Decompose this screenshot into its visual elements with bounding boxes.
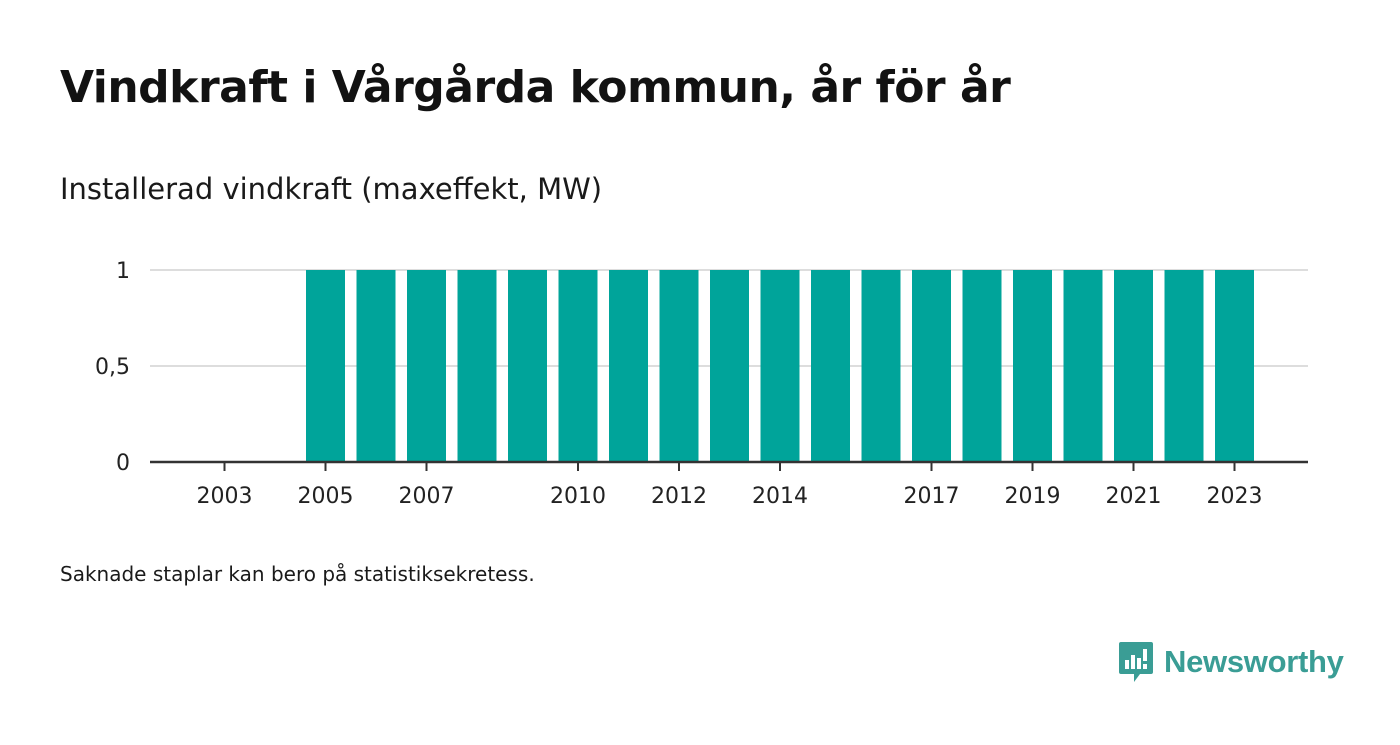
bar-2022 xyxy=(1164,270,1204,462)
bar-2012 xyxy=(659,270,699,462)
x-tick-label: 2012 xyxy=(651,484,707,509)
x-tick-label: 2021 xyxy=(1106,484,1162,509)
bar-chart-speech-bubble-icon xyxy=(1119,642,1153,682)
brand-logo: Newsworthy xyxy=(1118,640,1344,684)
bar-2007 xyxy=(407,270,446,462)
bar-2020 xyxy=(1063,270,1103,462)
bar-2006 xyxy=(356,270,396,462)
y-tick-label: 0,5 xyxy=(95,355,130,380)
bar-2016 xyxy=(861,270,901,462)
x-axis xyxy=(150,460,1308,471)
bar-2010 xyxy=(558,270,598,462)
x-axis-labels: 2003 2005 2007 2010 2012 2014 2017 2019 2021 2023 xyxy=(197,484,1263,509)
y-tick-label: 0 xyxy=(116,451,130,476)
bar-2018 xyxy=(962,270,1002,462)
bars xyxy=(306,270,1254,462)
footnote: Saknade staplar kan bero på statistiksek… xyxy=(60,562,535,586)
bar-2009 xyxy=(508,270,547,462)
x-tick-label: 2005 xyxy=(298,484,354,509)
x-tick-label: 2003 xyxy=(197,484,253,509)
bar-2021 xyxy=(1114,270,1153,462)
bar-2008 xyxy=(457,270,497,462)
brand-name: Newsworthy xyxy=(1164,644,1344,679)
y-tick-label: 1 xyxy=(116,259,130,284)
bar-2011 xyxy=(609,270,648,462)
bar-2005 xyxy=(306,270,345,462)
bar-2019 xyxy=(1013,270,1052,462)
bar-2015 xyxy=(811,270,850,462)
bar-2023 xyxy=(1215,270,1254,462)
bar-2014 xyxy=(760,270,800,462)
x-tick-label: 2023 xyxy=(1207,484,1263,509)
y-axis-labels: 00,51 xyxy=(95,259,130,476)
bar-2017 xyxy=(912,270,951,462)
x-tick-label: 2007 xyxy=(399,484,455,509)
chart-title: Vindkraft i Vårgårda kommun, år för år xyxy=(60,62,1011,113)
x-tick-label: 2014 xyxy=(752,484,808,509)
bar-2013 xyxy=(710,270,749,462)
x-tick-label: 2010 xyxy=(550,484,606,509)
x-tick-label: 2019 xyxy=(1005,484,1061,509)
x-tick-label: 2017 xyxy=(904,484,960,509)
bar-chart: 00,51 2003 2005 2007 2010 2012 2014 2017 2019 20… xyxy=(95,259,1308,509)
chart-subtitle: Installerad vindkraft (maxeffekt, MW) xyxy=(60,172,603,206)
